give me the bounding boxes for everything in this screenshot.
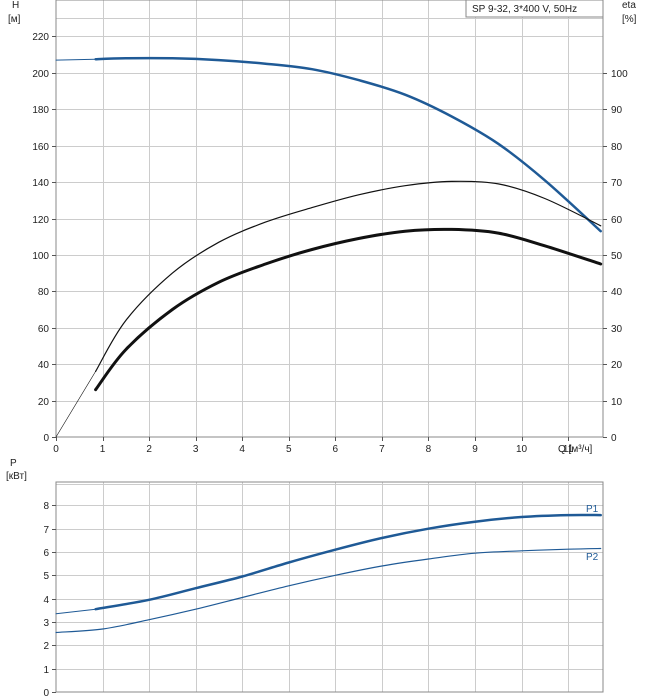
- legend-box-text: SP 9-32, 3*400 V, 50Hz: [472, 4, 577, 15]
- head-series-line-1: [55, 58, 97, 61]
- h-tick-label: 0: [43, 433, 49, 444]
- power-series-line-2: [55, 547, 602, 634]
- x-tick-label: 8: [426, 444, 432, 455]
- eta-tick-label: 40: [611, 287, 623, 298]
- p-tick-label: 7: [43, 525, 49, 536]
- p-tick-label: 6: [43, 548, 49, 559]
- x-tick-label: 3: [193, 444, 199, 455]
- p-tick-label: 2: [43, 641, 49, 652]
- x-tick-label: 2: [146, 444, 152, 455]
- p-tick-label: 1: [43, 665, 49, 676]
- head-series-line-3: [94, 227, 603, 392]
- power-series-line-1: [55, 608, 97, 615]
- eta-tick-label: 90: [611, 105, 623, 116]
- h-tick-label: 60: [38, 324, 50, 335]
- h-tick-label: 100: [32, 251, 49, 262]
- series-label-p2: P2: [586, 552, 599, 563]
- eta-tick-label: 0: [611, 433, 617, 444]
- x-tick-label: 11: [563, 444, 574, 455]
- eta-tick-label: 30: [611, 324, 623, 335]
- power-series-line-0: [94, 513, 602, 611]
- head-series-line-4: [55, 371, 96, 438]
- p-tick-label: 0: [43, 688, 49, 699]
- h-tick-label: 140: [32, 178, 49, 189]
- h-tick-label: 160: [32, 142, 49, 153]
- eta-unit-label: [%]: [622, 14, 637, 25]
- eta-axis-label: eta: [622, 0, 636, 11]
- x-tick-label: 10: [516, 444, 528, 455]
- x-tick-label: 9: [472, 444, 478, 455]
- x-tick-label: 0: [53, 444, 59, 455]
- head-plot-frame: [55, 0, 604, 438]
- p-tick-label: 5: [43, 571, 49, 582]
- h-tick-label: 20: [38, 397, 50, 408]
- head-axis-ticks: 0 1 2 3 4 5 6 7 8 9 10 1102040608010012014016018020…: [32, 32, 628, 455]
- x-tick-label: 7: [379, 444, 385, 455]
- x-tick-label: 1: [100, 444, 106, 455]
- power-grid: [56, 482, 603, 692]
- p-axis-label: P: [10, 458, 17, 469]
- x-tick-label: 6: [333, 444, 339, 455]
- power-axis-ticks: 0 1 2 3 4 5 6 7 8: [43, 501, 56, 699]
- legend-box: [465, 0, 604, 18]
- h-axis-label: H: [12, 0, 19, 11]
- q-axis-label: Q [м³/ч]: [558, 444, 593, 455]
- head-series: [55, 56, 603, 438]
- h-tick-label: 40: [38, 360, 50, 371]
- h-tick-label: 220: [32, 32, 49, 43]
- eta-tick-label: 80: [611, 142, 623, 153]
- head-grid: [56, 0, 603, 437]
- p-tick-label: 4: [43, 595, 49, 606]
- h-tick-label: 80: [38, 287, 50, 298]
- power-plot-frame: [55, 481, 604, 693]
- eta-tick-label: 70: [611, 178, 623, 189]
- eta-tick-label: 100: [611, 69, 628, 80]
- power-series: [55, 513, 602, 634]
- h-tick-label: 180: [32, 105, 49, 116]
- x-tick-label: 4: [239, 444, 245, 455]
- p-tick-label: 8: [43, 501, 49, 512]
- x-tick-label: 5: [286, 444, 292, 455]
- head-series-line-0: [94, 56, 602, 233]
- h-unit-label: [м]: [8, 14, 21, 25]
- eta-tick-label: 10: [611, 397, 623, 408]
- eta-tick-label: 50: [611, 251, 623, 262]
- eta-tick-label: 60: [611, 215, 623, 226]
- h-tick-label: 120: [32, 215, 49, 226]
- h-tick-label: 200: [32, 69, 49, 80]
- head-series-line-2: [95, 180, 602, 372]
- series-label-p1: P1: [586, 504, 599, 515]
- p-tick-label: 3: [43, 618, 49, 629]
- p-unit-label: [кВт]: [6, 471, 27, 482]
- eta-tick-label: 20: [611, 360, 623, 371]
